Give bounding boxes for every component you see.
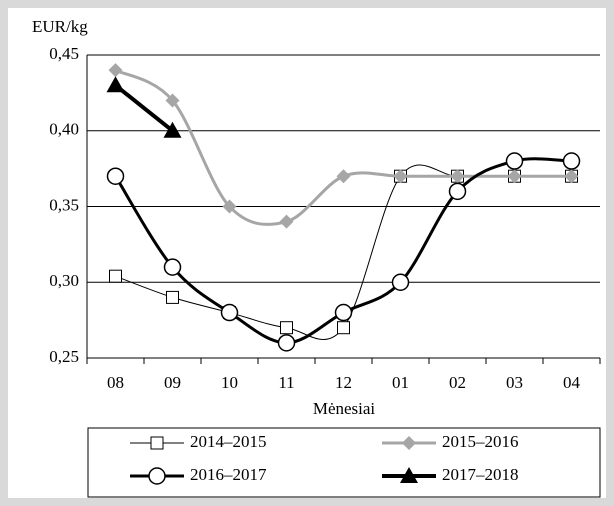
marker bbox=[163, 121, 182, 138]
marker bbox=[393, 169, 408, 184]
x-tick-label: 04 bbox=[563, 373, 581, 392]
marker bbox=[165, 93, 180, 108]
x-tick-label: 10 bbox=[221, 373, 238, 392]
marker bbox=[562, 152, 581, 170]
marker bbox=[222, 199, 237, 214]
legend-box bbox=[87, 427, 601, 498]
marker bbox=[166, 290, 179, 304]
marker bbox=[450, 169, 465, 184]
x-tick-label: 03 bbox=[506, 373, 523, 392]
marker bbox=[337, 321, 350, 335]
marker bbox=[150, 436, 164, 450]
x-axis-title: Mėnesiai bbox=[313, 399, 376, 418]
y-tick-label: 0,25 bbox=[49, 347, 79, 366]
x-tick-label: 11 bbox=[278, 373, 294, 392]
marker bbox=[277, 334, 296, 352]
marker bbox=[336, 169, 351, 184]
marker bbox=[220, 303, 239, 322]
marker bbox=[279, 214, 294, 229]
marker bbox=[505, 152, 524, 170]
x-tick-label: 01 bbox=[392, 373, 409, 392]
y-tick-label: 0,45 bbox=[49, 44, 79, 63]
x-tick-label: 12 bbox=[335, 373, 352, 392]
x-tick-label: 02 bbox=[449, 373, 466, 392]
marker bbox=[507, 169, 522, 184]
legend-label: 2016–2017 bbox=[190, 465, 267, 484]
marker bbox=[448, 182, 467, 201]
legend-label: 2017–2018 bbox=[442, 465, 519, 484]
marker bbox=[106, 76, 125, 93]
marker bbox=[106, 167, 125, 185]
marker bbox=[163, 258, 182, 276]
series-line bbox=[114, 68, 572, 226]
y-tick-label: 0,35 bbox=[49, 195, 79, 214]
marker bbox=[280, 321, 293, 335]
marker bbox=[391, 273, 410, 291]
marker bbox=[108, 63, 123, 78]
y-tick-label: 0,30 bbox=[49, 271, 79, 290]
x-tick-label: 09 bbox=[164, 373, 181, 392]
y-axis-title: EUR/kg bbox=[32, 17, 88, 36]
marker bbox=[334, 303, 353, 322]
legend-label: 2015–2016 bbox=[442, 432, 519, 451]
x-tick-label: 08 bbox=[107, 373, 124, 392]
marker bbox=[402, 436, 416, 450]
marker bbox=[400, 467, 418, 483]
marker bbox=[148, 467, 166, 485]
marker bbox=[109, 269, 122, 283]
marker bbox=[564, 169, 579, 184]
y-tick-label: 0,40 bbox=[49, 120, 79, 139]
legend-label: 2014–2015 bbox=[190, 432, 267, 451]
